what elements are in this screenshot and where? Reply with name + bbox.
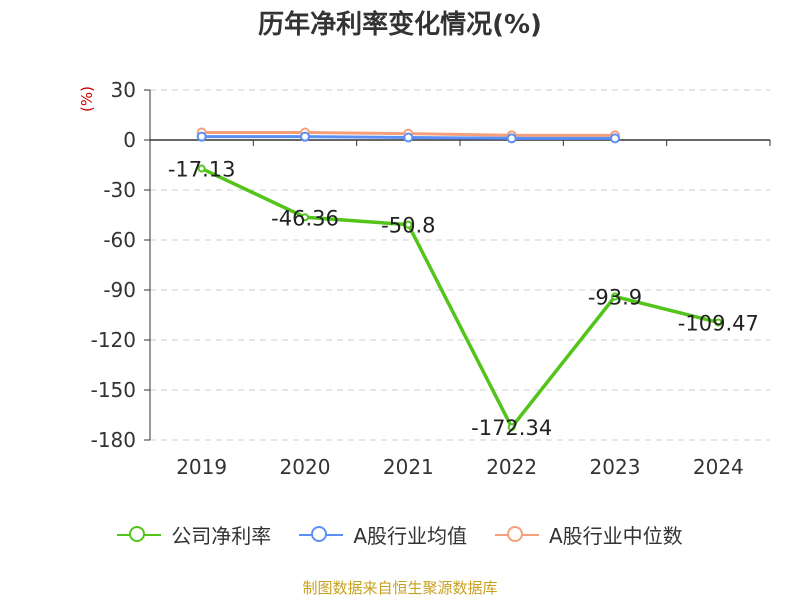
legend-label-industry-median: A股行业中位数 xyxy=(549,524,683,548)
series-0-point-2021 xyxy=(404,220,413,229)
data-label-2019: -17.13 xyxy=(168,158,236,182)
legend-swatch-company xyxy=(117,525,162,545)
series-line-0 xyxy=(200,166,719,429)
legend-label-company: 公司净利率 xyxy=(171,524,272,548)
series-1-point-2022 xyxy=(506,133,517,144)
legend-label-industry-mean: A股行业均值 xyxy=(353,524,467,548)
series-0-point-2020 xyxy=(301,213,309,222)
x-tick-label-2021: 2021 xyxy=(383,455,434,479)
y-tick-label-7: -180 xyxy=(91,428,136,452)
series-1-point-2023 xyxy=(610,133,620,144)
y-tick-label-3: -60 xyxy=(103,228,136,252)
x-tick-label-2022: 2022 xyxy=(486,455,537,479)
y-tick-label-2: -30 xyxy=(103,178,136,202)
data-label-2021: -50.8 xyxy=(381,214,435,238)
axes xyxy=(144,89,771,441)
x-tick-label-2019: 2019 xyxy=(176,455,227,479)
y-tick-label-1: 0 xyxy=(123,128,136,152)
series-0-point-2022 xyxy=(507,423,516,432)
legend-swatch-industry-mean xyxy=(299,525,344,545)
series-1-point-2021 xyxy=(403,132,414,143)
x-tick-label-2023: 2023 xyxy=(590,455,641,479)
series-lines xyxy=(196,127,723,432)
x-tick-label-2024: 2024 xyxy=(693,455,744,479)
data-label-2022: -172.34 xyxy=(471,416,552,440)
data-labels: -17.13 -46.36 -50.8 -172.34 -93.9 -109.47 xyxy=(168,158,759,441)
y-tick-label-4: -90 xyxy=(103,278,136,302)
series-1-point-2020 xyxy=(300,131,310,142)
series-0-point-2023 xyxy=(611,292,619,301)
y-tick-label-0: 30 xyxy=(111,78,136,102)
legend: 公司净利率 A股行业均值 A股行业中位数 xyxy=(0,520,800,549)
series-0-point-2024 xyxy=(714,318,723,327)
data-source-note: 制图数据来自恒生聚源数据库 xyxy=(302,579,498,597)
series-1-point-2019 xyxy=(196,131,207,142)
data-label-2024: -109.47 xyxy=(678,311,759,335)
data-label-2020: -46.36 xyxy=(271,206,339,230)
y-tick-label-6: -150 xyxy=(91,378,136,402)
gridlines xyxy=(150,89,770,441)
x-tick-label-2020: 2020 xyxy=(280,455,331,479)
chart-title: 历年净利率变化情况(%) xyxy=(258,10,542,40)
legend-item-industry-mean[interactable]: A股行业均值 xyxy=(299,520,467,549)
legend-item-industry-median[interactable]: A股行业中位数 xyxy=(495,520,683,549)
tick-labels: 30 0 -30 -60 -90 -120 -150 -180 2019 2020 2021 2022… xyxy=(91,78,744,479)
data-label-2023: -93.9 xyxy=(588,286,642,310)
legend-swatch-industry-median xyxy=(495,525,539,545)
y-tick-label-5: -120 xyxy=(91,328,136,352)
legend-item-company[interactable]: 公司净利率 xyxy=(117,520,271,549)
series-0-point-2019 xyxy=(197,164,206,173)
